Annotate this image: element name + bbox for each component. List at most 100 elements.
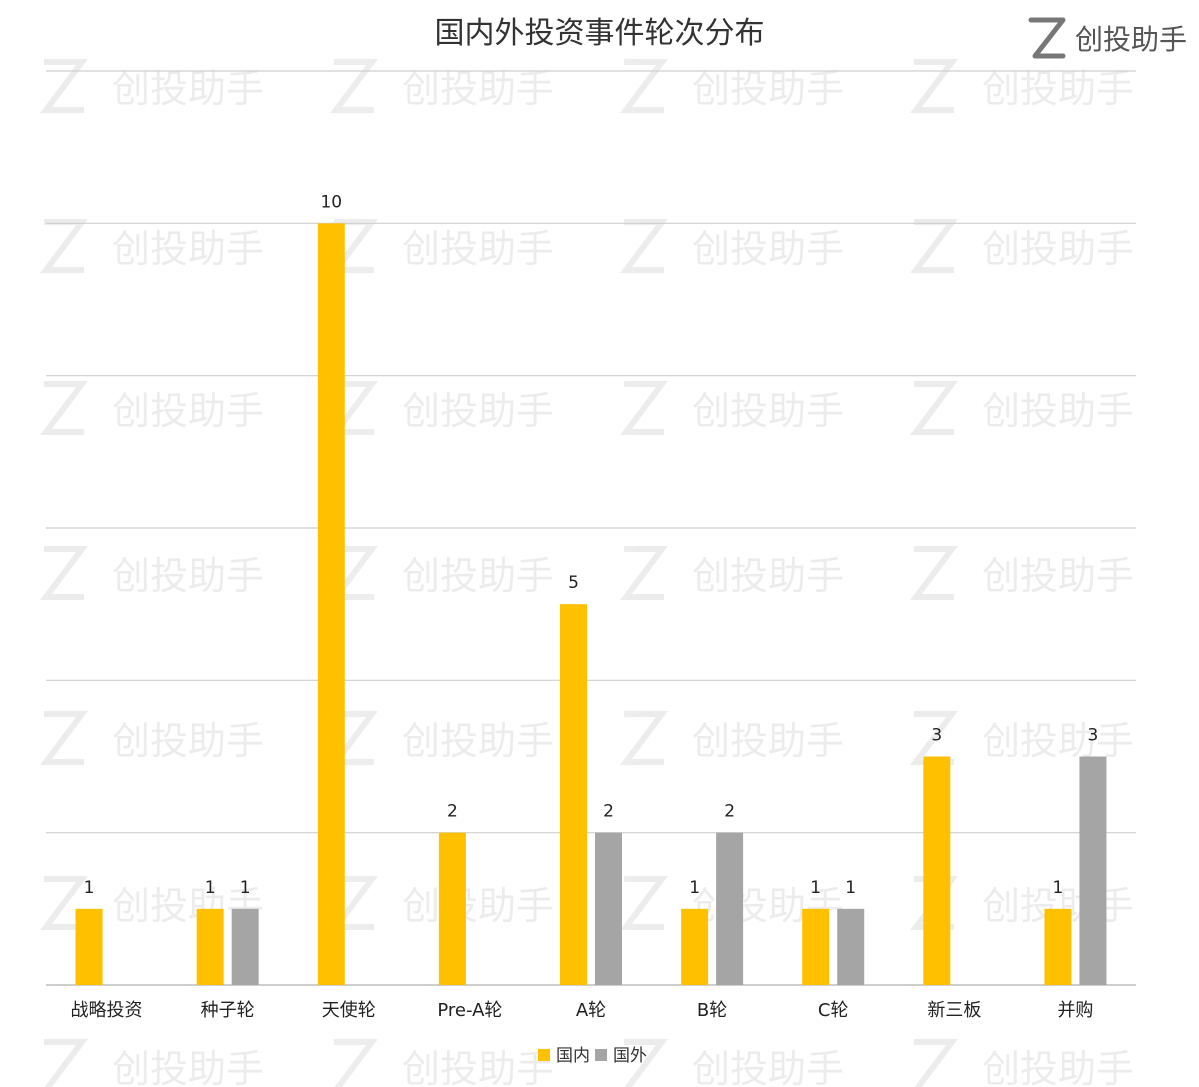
x-tick-label: 新三板	[927, 1000, 981, 1021]
bar-domestic	[681, 908, 709, 985]
data-label: 2	[603, 802, 614, 822]
watermark-logo-icon	[40, 59, 88, 113]
bar-domestic	[317, 223, 345, 986]
watermark-logo-icon	[620, 876, 668, 930]
data-label: 10	[320, 192, 342, 212]
watermark-text: 创投助手	[692, 554, 844, 598]
watermark-logo-icon	[40, 219, 88, 273]
watermark-text: 创投助手	[692, 719, 844, 763]
watermark-text: 创投助手	[112, 719, 264, 763]
data-label: 1	[1053, 878, 1064, 898]
watermark-logo-icon	[910, 381, 958, 435]
bar-foreign	[1079, 756, 1107, 985]
bar-domestic	[196, 908, 224, 985]
watermark-tile: 创投助手	[40, 546, 264, 600]
watermark-tile: 创投助手	[910, 219, 1134, 273]
watermark-tile: 创投助手	[40, 59, 264, 113]
bar-foreign	[837, 908, 865, 985]
x-tick-label: 种子轮	[201, 1000, 255, 1021]
watermark-text: 创投助手	[402, 884, 554, 928]
watermark-logo-icon	[40, 711, 88, 765]
watermark-logo-icon	[330, 381, 378, 435]
data-label: 5	[568, 573, 579, 593]
watermark-logo-icon	[334, 1039, 378, 1087]
watermark-tile: 创投助手	[910, 546, 1134, 600]
watermark-logo-icon	[910, 59, 958, 113]
watermark-text: 创投助手	[982, 67, 1134, 111]
watermark-tile: 创投助手	[914, 1039, 1134, 1087]
watermark-tile: 创投助手	[330, 876, 554, 930]
watermark-tile: 创投助手	[330, 546, 554, 600]
bar-domestic	[923, 756, 951, 985]
watermark-text: 创投助手	[112, 227, 264, 271]
data-label: 1	[689, 878, 700, 898]
legend-layer: 国内 国外	[538, 1046, 647, 1066]
watermark-tile: 创投助手	[620, 59, 844, 113]
watermark-tile: 创投助手	[620, 219, 844, 273]
watermark-tile: 创投助手	[334, 1039, 554, 1087]
watermark-tile: 创投助手	[620, 711, 844, 765]
watermark-logo-icon	[914, 1039, 958, 1087]
watermark-logo-icon	[620, 546, 668, 600]
watermark-logo-icon	[40, 546, 88, 600]
bar-layer	[75, 223, 1107, 986]
bar-domestic	[438, 832, 466, 985]
bar-foreign	[231, 908, 259, 985]
watermark-logo-icon	[910, 219, 958, 273]
watermark-logo-icon	[620, 711, 668, 765]
watermark-logo-icon	[330, 711, 378, 765]
watermark-tile: 创投助手	[40, 711, 264, 765]
watermark-tile: 创投助手	[624, 1039, 844, 1087]
watermark-text: 创投助手	[112, 554, 264, 598]
data-label: 1	[84, 878, 95, 898]
watermark-logo-icon	[620, 59, 668, 113]
watermark-text: 创投助手	[982, 554, 1134, 598]
legend-swatch	[538, 1049, 550, 1061]
watermark-text: 创投助手	[402, 389, 554, 433]
data-label: 1	[205, 878, 216, 898]
legend-label: 国内	[556, 1046, 590, 1066]
watermark-tile: 创投助手	[44, 1039, 264, 1087]
bar-domestic	[1044, 908, 1072, 985]
watermark-logo-icon	[910, 546, 958, 600]
watermark-logo-icon	[620, 219, 668, 273]
watermark-text: 创投助手	[112, 389, 264, 433]
bar-foreign	[716, 832, 744, 985]
tick-layer: 战略投资 种子轮 天使轮 Pre-A轮 A轮 B轮 C轮 新三板 并购	[71, 1000, 1094, 1021]
x-tick-label: C轮	[818, 1000, 849, 1021]
watermark-text: 创投助手	[982, 389, 1134, 433]
watermark-tile: 创投助手	[40, 219, 264, 273]
watermark-tile: 创投助手	[910, 59, 1134, 113]
data-label: 3	[931, 726, 942, 746]
watermark-text: 创投助手	[112, 1047, 264, 1087]
bar-foreign	[595, 832, 622, 985]
watermark-text: 创投助手	[112, 67, 264, 111]
watermark-text: 创投助手	[982, 1047, 1134, 1087]
watermark-logo-icon	[624, 1039, 668, 1087]
watermark-tile: 创投助手	[330, 711, 554, 765]
watermark-logo-icon	[40, 381, 88, 435]
x-tick-label: 并购	[1057, 1000, 1093, 1021]
watermark-text: 创投助手	[692, 227, 844, 271]
grid-layer	[46, 70, 1136, 986]
watermark-text: 创投助手	[982, 719, 1134, 763]
watermark-logo-icon	[330, 546, 378, 600]
brand-logo: 创投助手	[1025, 14, 1187, 62]
watermark-logo-icon	[330, 876, 378, 930]
watermark-text: 创投助手	[692, 1047, 844, 1087]
z-logo-icon	[1028, 17, 1066, 59]
watermark-text: 创投助手	[692, 67, 844, 111]
watermark-text: 创投助手	[402, 1047, 554, 1087]
watermark-text: 创投助手	[692, 389, 844, 433]
watermark-text: 创投助手	[402, 554, 554, 598]
bar-domestic	[75, 908, 103, 985]
bar-domestic	[560, 604, 587, 985]
watermark-text: 创投助手	[402, 227, 554, 271]
watermark-logo-icon	[620, 381, 668, 435]
x-tick-label: A轮	[576, 1000, 606, 1021]
data-label: 1	[240, 878, 251, 898]
data-label: 3	[1088, 726, 1099, 746]
data-label: 1	[810, 878, 821, 898]
